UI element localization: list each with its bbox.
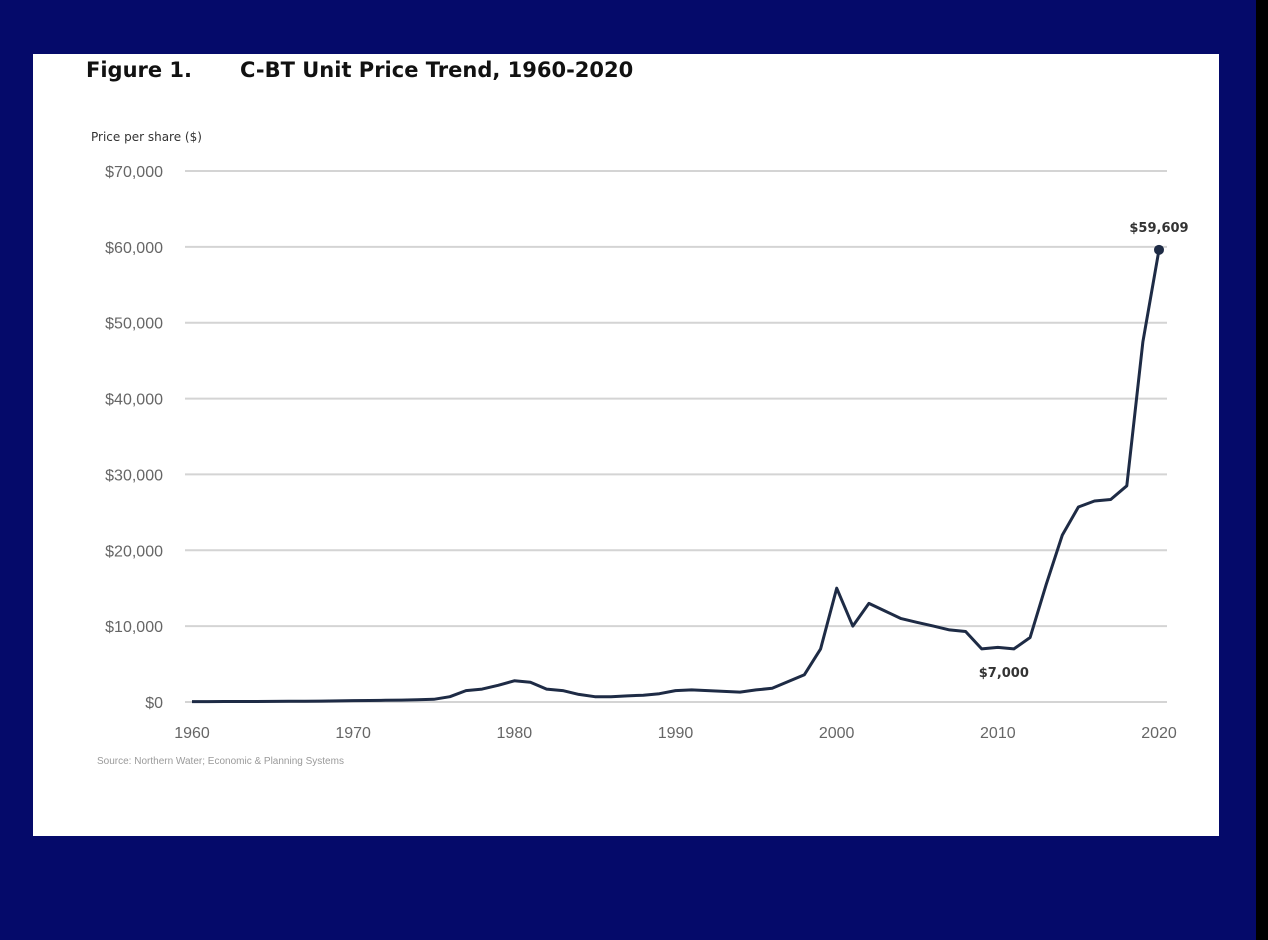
x-tick-label: 1980	[497, 725, 533, 742]
y-axis-label: Price per share ($)	[91, 130, 202, 144]
y-tick-label: $40,000	[105, 392, 163, 409]
y-tick-label: $20,000	[105, 543, 163, 560]
x-tick-label: 1970	[335, 725, 371, 742]
y-tick-label: $50,000	[105, 316, 163, 333]
figure-title-text: C-BT Unit Price Trend, 1960-2020	[240, 58, 634, 82]
price-series-line	[192, 249, 1161, 704]
figure-number: Figure 1.	[86, 58, 193, 82]
y-tick-label: $10,000	[105, 619, 163, 636]
source-note: Source: Northern Water; Economic & Plann…	[97, 756, 344, 767]
figure-title: Figure 1. C-BT Unit Price Trend, 1960-202…	[86, 58, 633, 82]
x-tick-label: 2000	[819, 725, 855, 742]
x-tick-label: 2020	[1141, 725, 1177, 742]
x-tick-label: 1960	[174, 725, 210, 742]
y-tick-label: $70,000	[105, 164, 163, 181]
low-value-label: $7,000	[979, 666, 1029, 681]
y-tick-label: $30,000	[105, 467, 163, 484]
peak-value-label: $59,609	[1129, 221, 1188, 236]
x-tick-label: 2010	[980, 725, 1016, 742]
slide-panel: Figure 1. C-BT Unit Price Trend, 1960-202…	[33, 54, 1219, 836]
price-trend-chart: $0 $10,000 $20,000 $30,000 $40,000 $50,000 $60…	[105, 164, 1188, 742]
x-tick-label: 1990	[658, 725, 694, 742]
y-tick-label: $60,000	[105, 240, 163, 257]
screen-edge	[1256, 0, 1268, 940]
peak-point-marker	[1154, 244, 1164, 255]
y-tick-label: $0	[145, 695, 163, 712]
